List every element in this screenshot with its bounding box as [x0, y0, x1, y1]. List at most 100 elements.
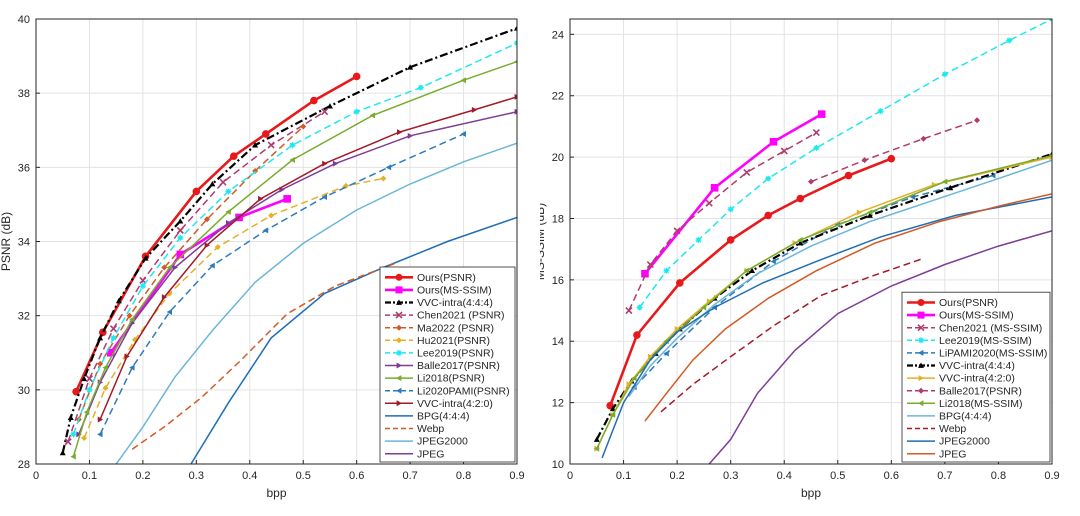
x-tick-label: 0.5: [830, 470, 845, 482]
data-point: [636, 304, 643, 311]
series-lipami2020-ms-ssim-: [631, 172, 996, 391]
series-li2018-psnr-: [70, 59, 517, 460]
legend-label: BPG(4:4:4): [417, 411, 470, 423]
data-point: [765, 175, 772, 182]
data-point: [817, 110, 826, 118]
data-point: [300, 123, 307, 130]
data-point: [609, 405, 616, 412]
x-tick-label: 0.5: [296, 470, 311, 482]
data-point: [593, 445, 600, 452]
data-point: [321, 108, 329, 116]
data-point: [225, 188, 232, 195]
data-point: [1049, 153, 1052, 158]
legend-label: JPEG: [939, 448, 966, 460]
data-point: [866, 209, 873, 216]
series-line: [72, 42, 517, 435]
series-line: [99, 133, 464, 435]
data-point: [633, 331, 641, 339]
data-point: [646, 260, 654, 269]
data-point: [780, 147, 788, 155]
x-axis-label: bpp: [266, 486, 286, 500]
data-point: [626, 381, 632, 388]
data-point: [920, 135, 927, 142]
x-tick-label: 0.6: [884, 470, 899, 482]
data-point: [887, 154, 896, 163]
data-point: [514, 25, 517, 31]
legend-entry: Chen2021 (MS-SSIM): [907, 322, 1042, 334]
x-tick-label: 0.6: [349, 470, 364, 482]
x-tick-label: 0.9: [1044, 470, 1059, 482]
data-point: [471, 106, 478, 113]
data-point: [70, 431, 77, 438]
legend-label: Balle2017(PSNR): [939, 385, 1022, 397]
series-jpeg2000: [601, 196, 1052, 459]
x-tick-label: 0.2: [135, 470, 150, 482]
data-point: [609, 411, 616, 418]
y-tick-label: 12: [552, 398, 564, 410]
data-point: [322, 160, 328, 167]
legend-label: Ma2022 (PSNR): [417, 322, 494, 334]
series-hu2021-psnr-: [81, 175, 387, 442]
data-point: [129, 316, 135, 323]
legend-entry: VVC-intra(4:2:0): [907, 373, 1015, 385]
chart-2-svg: 0 0.1 0.2 0.3 0.4 0.5 0.6 0.7 0.8 0.9 10 12 14 16 18 20…: [533, 18, 1060, 500]
legend-label: Ours(PSNR): [939, 297, 998, 309]
x-tick-label: 0.9: [509, 470, 524, 482]
series-jpeg2000: [115, 142, 517, 464]
data-point: [460, 130, 466, 137]
data-point: [749, 267, 756, 274]
right-chart-panel: 0 0.1 0.2 0.3 0.4 0.5 0.6 0.7 0.8 0.9 10 12 14 16 18 20…: [533, 0, 1080, 516]
data-point: [844, 171, 853, 180]
data-point: [129, 364, 135, 371]
y-tick-label: 24: [552, 29, 564, 41]
legend-entry: Lee2019(PSNR): [385, 348, 494, 360]
data-point: [126, 312, 133, 319]
series-bpg-4-4-4-: [628, 159, 1052, 397]
series-ours-ms-ssim-: [641, 110, 826, 278]
left-chart-panel: 0 0.1 0.2 0.3 0.4 0.5 0.6 0.7 0.8 0.9 28 30 32 34 36 38…: [0, 14, 525, 500]
data-point: [161, 294, 168, 301]
x-tick-label: 0.3: [189, 470, 204, 482]
legend-label: JPEG2000: [417, 436, 468, 448]
data-point: [268, 212, 275, 219]
legend-entry: JPEG2000: [907, 436, 990, 448]
data-point: [142, 255, 149, 261]
data-point: [67, 414, 74, 421]
data-point: [70, 453, 76, 460]
data-point: [262, 130, 270, 138]
y-tick-label: 34: [18, 237, 30, 249]
data-point: [192, 187, 201, 196]
y-tick-label: 36: [18, 162, 30, 174]
legend-label: VVC-intra(4:2:0): [417, 398, 493, 410]
data-point: [710, 183, 719, 192]
legend-label: Li2018(MS-SSIM): [939, 398, 1022, 410]
series-line: [638, 19, 1052, 308]
data-point: [647, 353, 654, 360]
data-point: [941, 71, 948, 78]
data-point: [700, 304, 707, 311]
data-point: [812, 128, 820, 137]
x-tick-label: 0.2: [669, 470, 684, 482]
legend-entry: Ours(MS-SSIM): [907, 310, 1014, 322]
legend-label: Li2018(PSNR): [417, 373, 485, 385]
data-point: [514, 108, 517, 115]
data-point: [674, 325, 681, 332]
x-tick-label: 0.8: [456, 470, 471, 482]
legend-label: Webp: [939, 423, 966, 435]
data-point: [115, 297, 122, 304]
data-point: [856, 209, 863, 216]
x-tick-label: 0.4: [777, 470, 792, 482]
x-tick-label: 0: [567, 470, 573, 482]
data-point: [83, 409, 90, 416]
data-point: [321, 194, 327, 200]
legend-entry: Li2018(PSNR): [385, 373, 485, 385]
series-bpg-4-4-4-: [190, 216, 517, 464]
legend-label: Ours(MS-SSIM): [417, 285, 492, 297]
legend-label: Chen2021 (MS-SSIM): [939, 322, 1042, 334]
x-tick-label: 0.4: [242, 470, 257, 482]
data-point: [726, 236, 735, 244]
legend-label: Balle2017(PSNR): [417, 360, 500, 372]
series-line: [190, 216, 517, 464]
series-line: [601, 196, 1052, 459]
y-axis-label: MS-SSIM (dB): [540, 203, 547, 280]
